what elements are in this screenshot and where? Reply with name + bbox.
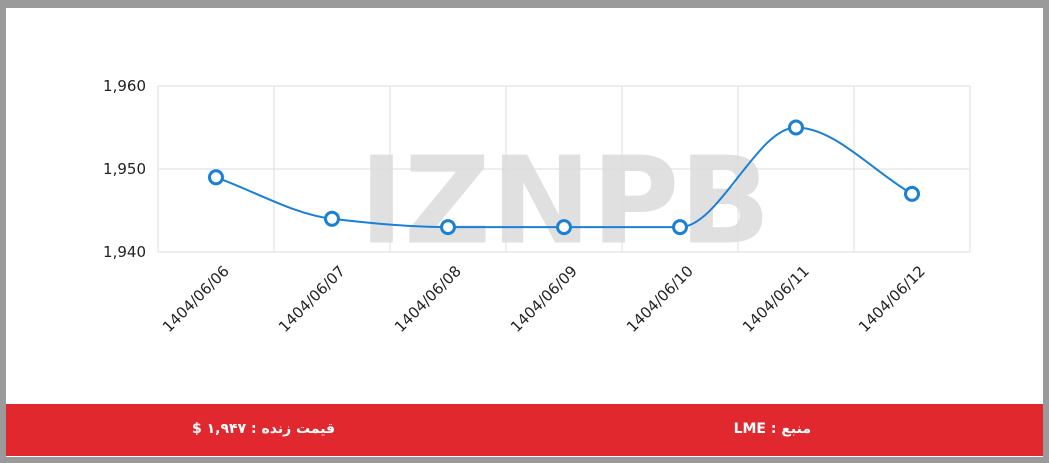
chart: IZNPB 1,940 1,950 1,960 1404/06/06 1404/06/0… [103,77,971,336]
x-tick-label: 1404/06/10 [623,262,697,336]
point [440,219,456,236]
y-tick-label: 1,960 [103,77,146,95]
point [788,119,804,136]
x-tick-label: 1404/06/11 [739,262,813,336]
footer: منبع : LME قیمت زنده : ۱,۹۴۷ $ [6,404,1043,456]
x-tick-label: 1404/06/12 [855,262,929,336]
point [904,185,920,202]
point [324,210,340,227]
live-price: قیمت زنده : ۱,۹۴۷ $ [192,421,336,437]
point [556,219,572,236]
point [208,169,224,186]
x-tick-label: 1404/06/06 [159,262,233,336]
y-tick-label: 1,940 [103,243,146,261]
x-tick-label: 1404/06/07 [275,262,349,336]
watermark: IZNPB [359,133,771,272]
source: منبع : LME [733,421,811,437]
x-tick-label: 1404/06/08 [391,262,465,336]
y-tick-label: 1,950 [103,160,146,178]
point [672,219,688,236]
x-tick-label: 1404/06/09 [507,262,581,336]
card [6,8,1043,457]
